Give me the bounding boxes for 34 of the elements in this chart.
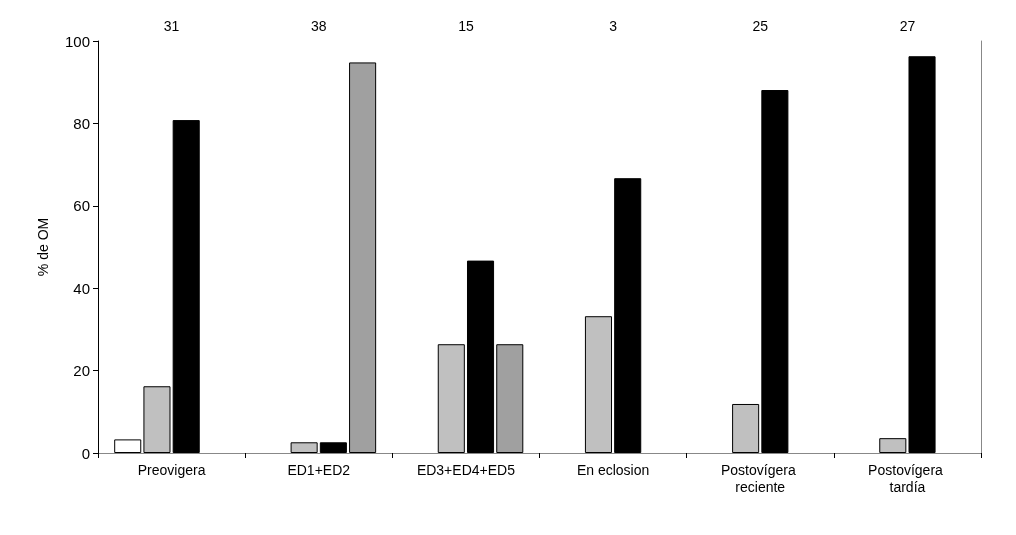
y-tick-label: 20 — [73, 362, 90, 380]
text: 3 — [609, 18, 618, 34]
x-tick-label: En eclosion — [576, 461, 650, 478]
bar — [614, 178, 642, 453]
x-tick-label: Preovigera — [137, 461, 206, 478]
bar — [879, 438, 907, 453]
bar — [761, 90, 789, 453]
y-tick-label: 0 — [81, 444, 90, 462]
bar — [467, 260, 495, 453]
y-tick-label: 80 — [73, 114, 90, 132]
text: 25 — [752, 18, 769, 34]
text: 31 — [163, 18, 180, 34]
x-tick-label: ED3+ED4+ED5 — [416, 461, 516, 478]
y-axis-title: % de OM — [35, 217, 51, 277]
x-tick-label: Postovígera reciente — [720, 461, 800, 495]
y-tick-label: 100 — [64, 32, 90, 50]
bar — [732, 403, 760, 453]
text: 27 — [899, 18, 916, 34]
bar — [584, 316, 612, 453]
x-tick-label: Postovígera tardía — [868, 461, 947, 495]
bar — [172, 120, 200, 453]
text: 15 — [458, 18, 474, 34]
bar — [349, 62, 377, 453]
bar — [908, 56, 936, 453]
bar — [319, 442, 347, 453]
bar — [143, 386, 171, 453]
bar — [290, 442, 318, 453]
text: 38 — [310, 18, 327, 34]
bar — [114, 439, 142, 453]
bar — [437, 344, 465, 453]
y-tick-label: 60 — [73, 197, 90, 215]
bar — [496, 344, 524, 453]
y-tick-label: 40 — [73, 279, 90, 297]
x-tick-label: ED1+ED2 — [287, 461, 351, 478]
